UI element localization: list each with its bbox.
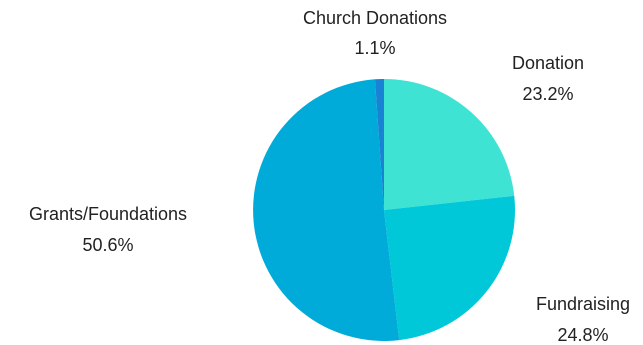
label-church-name: Church Donations [303,8,447,28]
slice-fundraising [384,195,516,341]
label-donation-value: 23.2% [522,84,573,104]
label-grants-value: 50.6% [82,235,133,255]
label-church-value: 1.1% [354,38,395,58]
slice-labels: Donation 23.2% Fundraising 24.8% Grants/… [29,8,630,345]
label-grants-name: Grants/Foundations [29,204,187,224]
slice-grants-foundations [253,79,400,341]
label-fundraising-name: Fundraising [536,294,630,314]
pie-slices [253,78,516,341]
label-fundraising-value: 24.8% [557,325,608,345]
slice-church-donations [374,78,384,210]
label-donation-name: Donation [512,53,584,73]
slice-donation [384,78,515,210]
